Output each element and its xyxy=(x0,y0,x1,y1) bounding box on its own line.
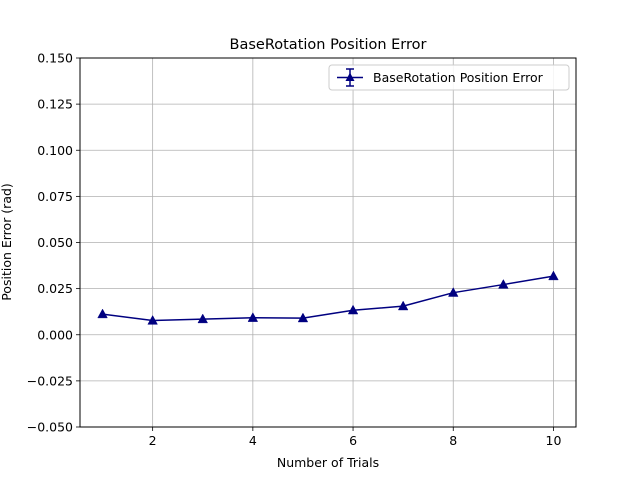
data-point-marker xyxy=(297,312,309,323)
y-tick-label: −0.025 xyxy=(27,373,73,388)
x-tick-label: 6 xyxy=(349,433,357,448)
y-axis-label: Position Error (rad) xyxy=(0,183,14,301)
legend-marker-triangle xyxy=(345,72,355,81)
data-point-marker xyxy=(197,313,208,324)
legend-label: BaseRotation Position Error xyxy=(373,70,544,85)
legend-box xyxy=(328,64,570,91)
y-tick-label: 0.025 xyxy=(37,281,73,296)
y-tick-label: 0.125 xyxy=(37,97,73,112)
data-point-marker xyxy=(347,304,359,315)
x-tick-label: 4 xyxy=(249,433,257,448)
y-tick-label: 0.050 xyxy=(37,235,73,250)
series-layer xyxy=(97,270,559,325)
y-axis-ticks: −0.050 −0.025 0.000 0.025 0.050 0.075 0.100 0.1… xyxy=(27,51,80,435)
data-point-marker xyxy=(147,315,158,325)
chart-title: BaseRotation Position Error xyxy=(230,37,427,53)
data-point-marker xyxy=(397,300,409,311)
data-point-marker xyxy=(548,270,559,281)
x-axis-label: Number of Trials xyxy=(277,455,379,470)
data-point-marker xyxy=(247,312,259,322)
data-point-marker xyxy=(498,279,509,289)
y-tick-label: 0.100 xyxy=(37,143,73,158)
x-tick-label: 2 xyxy=(149,433,157,448)
y-tick-label: −0.050 xyxy=(27,420,73,435)
x-tick-label: 8 xyxy=(449,433,457,448)
data-point-marker xyxy=(97,308,108,319)
y-tick-label: 0.075 xyxy=(37,189,73,204)
x-axis-ticks: 2 4 6 8 10 xyxy=(149,427,562,448)
x-tick-label: 10 xyxy=(546,433,562,448)
y-tick-label: 0.000 xyxy=(37,327,73,342)
y-tick-label: 0.150 xyxy=(37,51,73,66)
series-line xyxy=(102,275,554,322)
legend: BaseRotation Position Error xyxy=(328,64,570,91)
data-point-marker xyxy=(448,287,459,297)
